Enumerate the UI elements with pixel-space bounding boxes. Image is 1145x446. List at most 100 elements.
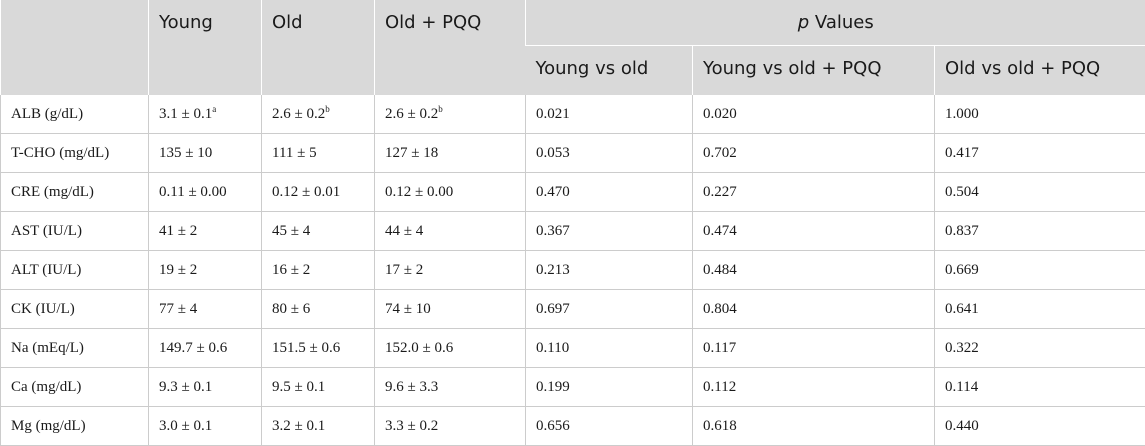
old-pqq-cell: 74 ± 10 — [375, 290, 526, 329]
old-pqq-cell-value: 44 ± 4 — [385, 223, 423, 239]
young-cell: 3.1 ± 0.1a — [149, 95, 262, 134]
param-cell: ALB (g/dL) — [1, 95, 149, 134]
param-cell-value: T-CHO (mg/dL) — [11, 145, 109, 161]
old-pqq-cell: 2.6 ± 0.2b — [375, 95, 526, 134]
young-cell-value: 135 ± 10 — [159, 145, 212, 161]
p-young-vs-old-cell: 0.697 — [526, 290, 693, 329]
p-old-vs-old-pqq-cell: 0.641 — [935, 290, 1145, 329]
old-pqq-cell: 0.12 ± 0.00 — [375, 173, 526, 212]
p-young-vs-old-cell-value: 0.470 — [536, 184, 570, 200]
old-cell: 2.6 ± 0.2b — [262, 95, 375, 134]
p-old-vs-old-pqq-cell: 0.440 — [935, 407, 1145, 446]
old-pqq-cell-value: 152.0 ± 0.6 — [385, 340, 453, 356]
header-p-rest: Values — [809, 12, 874, 33]
param-cell-value: CK (IU/L) — [11, 301, 75, 317]
significance-superscript: b — [438, 104, 443, 114]
old-cell: 80 ± 6 — [262, 290, 375, 329]
table-row: Na (mEq/L) 149.7 ± 0.6 151.5 ± 0.6 152.0 ± … — [1, 329, 1145, 368]
p-old-vs-old-pqq-cell: 0.322 — [935, 329, 1145, 368]
p-young-vs-old-cell-value: 0.053 — [536, 145, 570, 161]
header-old-vs-old-pqq: Old vs old + PQQ — [935, 45, 1145, 95]
p-young-vs-old-cell-value: 0.367 — [536, 223, 570, 239]
old-pqq-cell-value: 2.6 ± 0.2 — [385, 106, 438, 122]
header-young: Young — [149, 0, 262, 95]
param-cell: CRE (mg/dL) — [1, 173, 149, 212]
header-row-top: Young Old Old + PQQ p Values — [1, 0, 1145, 45]
p-young-vs-old-pqq-cell: 0.618 — [693, 407, 935, 446]
p-old-vs-old-pqq-cell-value: 0.322 — [945, 340, 979, 356]
old-cell-value: 45 ± 4 — [272, 223, 310, 239]
old-cell: 151.5 ± 0.6 — [262, 329, 375, 368]
p-young-vs-old-pqq-cell-value: 0.804 — [703, 301, 737, 317]
param-cell: ALT (IU/L) — [1, 251, 149, 290]
old-cell-value: 151.5 ± 0.6 — [272, 340, 340, 356]
param-cell-value: Mg (mg/dL) — [11, 418, 86, 434]
young-cell-value: 3.0 ± 0.1 — [159, 418, 212, 434]
p-young-vs-old-pqq-cell: 0.020 — [693, 95, 935, 134]
p-young-vs-old-cell-value: 0.199 — [536, 379, 570, 395]
p-young-vs-old-cell: 0.213 — [526, 251, 693, 290]
young-cell-value: 19 ± 2 — [159, 262, 197, 278]
p-young-vs-old-cell: 0.021 — [526, 95, 693, 134]
old-cell: 16 ± 2 — [262, 251, 375, 290]
p-old-vs-old-pqq-cell: 1.000 — [935, 95, 1145, 134]
old-cell: 111 ± 5 — [262, 134, 375, 173]
header-p-values: p Values — [526, 0, 1145, 45]
young-cell-value: 149.7 ± 0.6 — [159, 340, 227, 356]
p-young-vs-old-pqq-cell-value: 0.484 — [703, 262, 737, 278]
param-cell-value: Na (mEq/L) — [11, 340, 84, 356]
param-cell: T-CHO (mg/dL) — [1, 134, 149, 173]
old-cell-value: 111 ± 5 — [272, 145, 317, 161]
old-pqq-cell: 44 ± 4 — [375, 212, 526, 251]
old-pqq-cell: 17 ± 2 — [375, 251, 526, 290]
p-young-vs-old-cell: 0.656 — [526, 407, 693, 446]
old-pqq-cell: 9.6 ± 3.3 — [375, 368, 526, 407]
param-cell-value: ALT (IU/L) — [11, 262, 81, 278]
p-young-vs-old-cell-value: 0.213 — [536, 262, 570, 278]
young-cell-value: 0.11 ± 0.00 — [159, 184, 227, 200]
p-young-vs-old-pqq-cell: 0.117 — [693, 329, 935, 368]
p-young-vs-old-pqq-cell-value: 0.702 — [703, 145, 737, 161]
young-cell: 19 ± 2 — [149, 251, 262, 290]
p-young-vs-old-pqq-cell: 0.484 — [693, 251, 935, 290]
old-pqq-cell-value: 9.6 ± 3.3 — [385, 379, 438, 395]
young-cell-value: 3.1 ± 0.1 — [159, 106, 212, 122]
old-cell-value: 2.6 ± 0.2 — [272, 106, 325, 122]
p-old-vs-old-pqq-cell-value: 0.440 — [945, 418, 979, 434]
significance-superscript: b — [325, 104, 330, 114]
old-pqq-cell: 3.3 ± 0.2 — [375, 407, 526, 446]
p-young-vs-old-pqq-cell: 0.227 — [693, 173, 935, 212]
header-old: Old — [262, 0, 375, 95]
old-cell: 3.2 ± 0.1 — [262, 407, 375, 446]
header-p-italic: p — [798, 12, 809, 33]
param-cell-value: CRE (mg/dL) — [11, 184, 94, 200]
header-young-vs-old-pqq: Young vs old + PQQ — [693, 45, 935, 95]
young-cell: 135 ± 10 — [149, 134, 262, 173]
young-cell-value: 9.3 ± 0.1 — [159, 379, 212, 395]
old-pqq-cell: 127 ± 18 — [375, 134, 526, 173]
p-young-vs-old-cell-value: 0.110 — [536, 340, 569, 356]
p-young-vs-old-pqq-cell: 0.702 — [693, 134, 935, 173]
p-young-vs-old-cell: 0.470 — [526, 173, 693, 212]
p-young-vs-old-cell: 0.110 — [526, 329, 693, 368]
p-young-vs-old-cell: 0.367 — [526, 212, 693, 251]
p-young-vs-old-pqq-cell-value: 0.020 — [703, 106, 737, 122]
p-old-vs-old-pqq-cell-value: 0.114 — [945, 379, 978, 395]
old-cell: 0.12 ± 0.01 — [262, 173, 375, 212]
old-pqq-cell-value: 74 ± 10 — [385, 301, 431, 317]
young-cell: 3.0 ± 0.1 — [149, 407, 262, 446]
p-young-vs-old-pqq-cell-value: 0.227 — [703, 184, 737, 200]
p-old-vs-old-pqq-cell-value: 0.669 — [945, 262, 979, 278]
old-cell: 45 ± 4 — [262, 212, 375, 251]
p-old-vs-old-pqq-cell-value: 0.417 — [945, 145, 979, 161]
p-old-vs-old-pqq-cell-value: 0.837 — [945, 223, 979, 239]
table-header: Young Old Old + PQQ p Values Young vs ol… — [1, 0, 1145, 95]
